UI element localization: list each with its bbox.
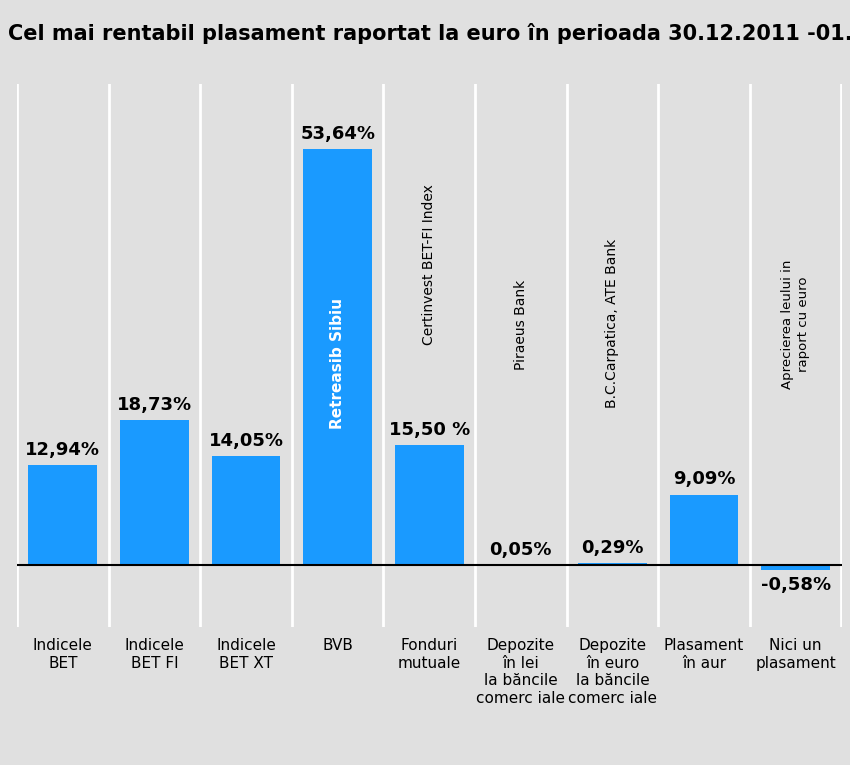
Text: B.C.Carpatica, ATE Bank: B.C.Carpatica, ATE Bank — [605, 239, 620, 409]
Text: 53,64%: 53,64% — [300, 125, 375, 143]
Text: Certinvest BET-FI Index: Certinvest BET-FI Index — [422, 184, 436, 345]
Text: Aprecierea leului in
raport cu euro: Aprecierea leului in raport cu euro — [781, 260, 810, 389]
Text: 14,05%: 14,05% — [208, 432, 284, 450]
Text: Piraeus Bank: Piraeus Bank — [514, 279, 528, 369]
Bar — [120, 420, 189, 565]
Text: 15,50 %: 15,50 % — [388, 421, 470, 439]
Bar — [212, 456, 280, 565]
Bar — [670, 495, 739, 565]
Text: 0,05%: 0,05% — [490, 541, 552, 558]
Bar — [578, 563, 647, 565]
Text: -0,58%: -0,58% — [761, 576, 830, 594]
Bar — [303, 149, 372, 565]
Text: 0,29%: 0,29% — [581, 539, 643, 557]
Bar — [28, 465, 97, 565]
Text: Retreasib Sibiu: Retreasib Sibiu — [330, 298, 345, 429]
Text: 12,94%: 12,94% — [26, 441, 100, 458]
Text: Cel mai rentabil plasament raportat la euro în perioada 30.12.2011 -01.02.2012: Cel mai rentabil plasament raportat la e… — [8, 23, 850, 44]
Bar — [395, 445, 463, 565]
Text: 18,73%: 18,73% — [116, 396, 192, 414]
Bar — [762, 565, 830, 570]
Text: 9,09%: 9,09% — [673, 470, 735, 489]
